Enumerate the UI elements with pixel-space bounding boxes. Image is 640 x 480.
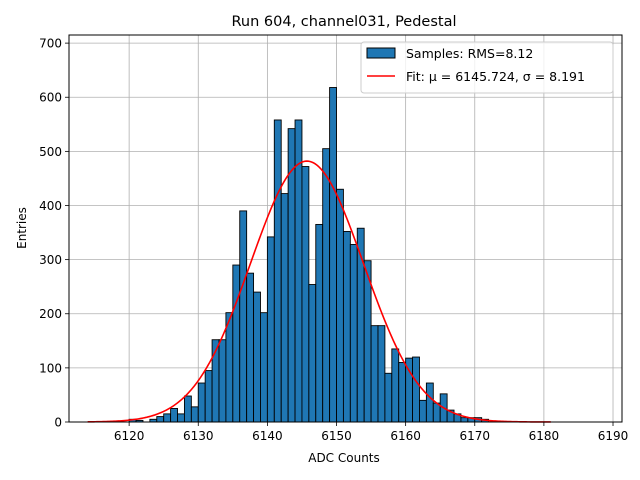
histogram-bar bbox=[384, 372, 393, 423]
x-axis-ticks: 6120 6130 6140 6150 6160 6170 6180 6190 bbox=[114, 422, 628, 443]
histogram-bar bbox=[266, 236, 275, 423]
histogram-bar bbox=[342, 231, 351, 423]
histogram-bar bbox=[301, 166, 310, 423]
x-tick-label: 6120 bbox=[114, 429, 145, 443]
histogram-bar bbox=[308, 284, 317, 423]
x-tick-label: 6180 bbox=[529, 429, 560, 443]
grid-lines bbox=[69, 35, 622, 423]
x-tick-label: 6150 bbox=[321, 429, 352, 443]
y-axis-ticks: 0 100 200 300 400 500 600 700 bbox=[39, 37, 69, 430]
histogram-bar bbox=[425, 382, 434, 423]
histogram-bar bbox=[190, 406, 199, 423]
histogram-bar bbox=[156, 416, 165, 423]
legend-patch-samples bbox=[366, 47, 396, 59]
histogram-bar bbox=[322, 148, 331, 423]
y-tick-label: 700 bbox=[39, 37, 62, 51]
histogram-bar bbox=[280, 193, 289, 423]
histogram-bar bbox=[204, 370, 213, 423]
y-tick-label: 400 bbox=[39, 199, 62, 213]
histogram-bars bbox=[128, 87, 490, 423]
chart-title: Run 604, channel031, Pedestal bbox=[231, 14, 456, 30]
plot-frame bbox=[68, 34, 623, 423]
y-tick-label: 300 bbox=[39, 253, 62, 267]
histogram-bar bbox=[273, 119, 282, 423]
histogram-bar bbox=[232, 264, 241, 423]
legend-label-samples: Samples: RMS=8.12 bbox=[406, 46, 533, 61]
histogram-bar bbox=[246, 272, 255, 423]
histogram-bar bbox=[260, 312, 268, 423]
fit-curve bbox=[87, 160, 551, 423]
histogram-bar bbox=[412, 356, 420, 423]
histogram-bar bbox=[183, 395, 192, 423]
x-tick-label: 6160 bbox=[390, 429, 421, 443]
histogram-bar bbox=[349, 244, 358, 423]
histogram-bar bbox=[391, 348, 400, 423]
legend-label-fit: Fit: μ = 6145.724, σ = 8.191 bbox=[406, 69, 585, 84]
x-tick-label: 6130 bbox=[183, 429, 214, 443]
histogram-bar bbox=[398, 362, 407, 423]
x-tick-label: 6190 bbox=[598, 429, 629, 443]
histogram-bar bbox=[253, 291, 261, 423]
histogram-bar bbox=[239, 210, 248, 423]
x-tick-label: 6170 bbox=[459, 429, 490, 443]
y-tick-label: 0 bbox=[54, 416, 62, 430]
y-tick-label: 600 bbox=[39, 91, 62, 105]
histogram-bar bbox=[336, 188, 344, 423]
histogram-bar bbox=[218, 339, 227, 423]
legend: Samples: RMS=8.12 Fit: μ = 6145.724, σ =… bbox=[360, 41, 614, 94]
y-tick-label: 100 bbox=[39, 361, 62, 375]
histogram-bar bbox=[419, 399, 427, 423]
histogram-bar bbox=[225, 312, 234, 423]
histogram-bar bbox=[177, 413, 185, 423]
x-tick-label: 6140 bbox=[252, 429, 283, 443]
histogram-bar bbox=[197, 382, 206, 423]
histogram-bar bbox=[377, 325, 386, 423]
y-tick-label: 500 bbox=[39, 145, 62, 159]
histogram-bar bbox=[363, 260, 372, 423]
legend-box bbox=[360, 41, 614, 94]
histogram-bar bbox=[329, 87, 337, 423]
histogram-bar bbox=[460, 417, 469, 423]
histogram-bar bbox=[163, 413, 172, 423]
histogram-bar bbox=[432, 402, 441, 423]
histogram-bar bbox=[170, 408, 178, 423]
y-axis-label: Entries bbox=[15, 207, 29, 249]
y-tick-label: 200 bbox=[39, 307, 62, 321]
x-axis-label: ADC Counts bbox=[308, 451, 380, 465]
gaussian-fit bbox=[87, 160, 551, 423]
histogram-bar bbox=[370, 325, 379, 423]
histogram-bar bbox=[315, 223, 324, 423]
